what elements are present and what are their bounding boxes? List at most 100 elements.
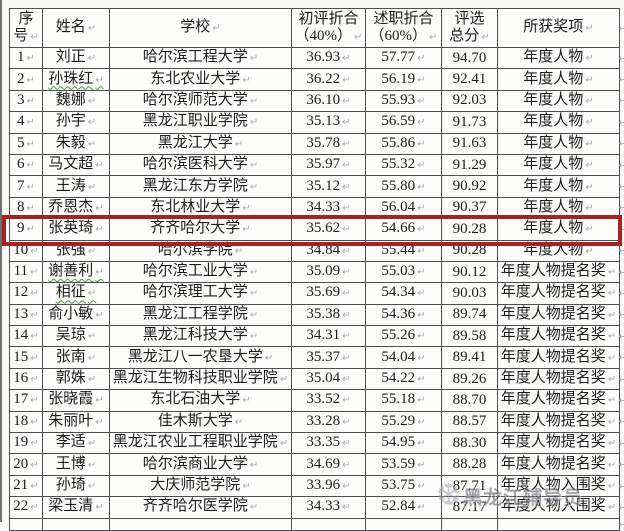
cell-index: 8	[9, 197, 43, 220]
cell-report-score: 56.59	[366, 112, 442, 134]
cell-school: 黑龙江科技大学	[110, 326, 292, 348]
cell-index: 11	[9, 261, 43, 284]
cell-school: 黑龙江农业工程职业学院	[110, 433, 292, 455]
cell-award: 年度人物提名奖	[498, 368, 620, 391]
cell-name: 俞小敏	[43, 304, 110, 327]
cell-school: 黑龙江大学	[110, 133, 292, 155]
cell-name: 相征	[43, 283, 110, 305]
header-cell-award: 所获奖项	[498, 9, 620, 48]
table-row: 12 相征 哈尔滨理工大学 35.69 54.34 90.03 年度人物提名奖	[9, 283, 620, 305]
cell-name: 孙琦	[43, 475, 110, 498]
cell-name: 孙珠红	[43, 69, 110, 91]
cell-school: 齐齐哈尔医学院	[110, 497, 292, 519]
cell-initial-score: 35.38	[292, 304, 366, 327]
cell-award: 年度人物提名奖	[498, 390, 620, 412]
cell-total-score: 87.71	[442, 475, 498, 498]
cell-total-score: 89.74	[442, 304, 498, 327]
cell-total-score: 89.26	[442, 368, 498, 391]
cell-name: 魏娜	[43, 90, 110, 113]
cell-award: 年度人物提名奖	[498, 261, 620, 284]
cell-award: 年度人物	[498, 112, 620, 134]
cell-initial-score: 35.69	[292, 283, 366, 305]
table-row: 13 俞小敏 黑龙江工程学院 35.38 54.36 89.74 年度人物提名奖	[9, 304, 620, 327]
cell-report-score: 56.19	[366, 69, 442, 91]
table-row: 16 郭姝 黑龙江生物科技职业学院 35.04 54.22 89.26 年度人物…	[9, 368, 620, 391]
cell-index: 21	[9, 475, 43, 498]
table-row: 4 孙宇 黑龙江职业学院 35.13 56.59 91.73 年度人物	[9, 112, 620, 134]
cell-index: 19	[9, 433, 43, 455]
cell-name: 谢善利	[43, 261, 110, 284]
cell-index: 2	[9, 69, 43, 91]
cell-total-score: 88.30	[442, 433, 498, 455]
table-row: 6 马文超 哈尔滨医科大学 35.97 55.32 91.29 年度人物	[9, 154, 620, 177]
table-row: 1 刘正 哈尔滨工程大学 36.93 57.77 94.70 年度人物	[9, 48, 620, 70]
cell-award: 年度人物	[498, 154, 620, 177]
cell-index: 7	[9, 176, 43, 198]
cell-initial-score: 33.52	[292, 390, 366, 412]
table-row: 11 谢善利 哈尔滨工业大学 35.09 55.03 90.12 年度人物提名奖	[9, 261, 620, 284]
cell-initial-score: 34.33	[292, 197, 366, 220]
table-row: 2 孙珠红 东北农业大学 36.22 56.19 92.41 年度人物	[9, 69, 620, 91]
cell-report-score: 54.22	[366, 368, 442, 391]
cell-total-score: 89.58	[442, 326, 498, 348]
cell-name: 乔恩杰	[43, 197, 110, 220]
cell-initial-score: 34.69	[292, 454, 366, 476]
cell-total-score: 90.03	[442, 283, 498, 305]
cell-award: 年度人物入围奖	[498, 475, 620, 498]
cell-initial-score: 36.22	[292, 69, 366, 91]
cell-school: 哈尔滨理工大学	[110, 283, 292, 305]
header-cell-report-score: 述职折合 （60%）	[366, 9, 442, 48]
cell-initial-score: 35.04	[292, 368, 366, 391]
table-row-partial	[9, 518, 620, 531]
cell-name: 郭姝	[43, 368, 110, 391]
cell-initial-score: 34.84	[292, 240, 366, 262]
cell-total-score: 88.28	[442, 454, 498, 476]
cell-total-score: 92.41	[442, 69, 498, 91]
cell-report-score: 55.29	[366, 411, 442, 434]
cell-award: 年度人物提名奖	[498, 411, 620, 434]
cell-name: 张英琦	[43, 219, 110, 241]
cell-total-score: 87.17	[442, 497, 498, 519]
cell-index: 5	[9, 133, 43, 155]
cell-school: 黑龙江八一农垦大学	[110, 347, 292, 369]
header-cell-total-score: 评选 总分	[442, 9, 498, 48]
cell-award: 年度人物提名奖	[498, 304, 620, 327]
cell-school: 哈尔滨医科大学	[110, 154, 292, 177]
cell-index: 15	[9, 347, 43, 369]
table-row: 21 孙琦 大庆师范学院 33.96 53.75 87.71 年度人物入围奖	[9, 475, 620, 498]
cell-name	[43, 518, 110, 531]
cell-award: 年度人物提名奖	[498, 326, 620, 348]
table-row: 17 张晓霞 东北石油大学 33.52 55.18 88.70 年度人物提名奖	[9, 390, 620, 412]
cell-initial-score: 33.96	[292, 475, 366, 498]
cell-school: 黑龙江职业学院	[110, 112, 292, 134]
cell-total-score: 90.92	[442, 176, 498, 198]
cell-index: 6	[9, 154, 43, 177]
header-cell-school: 学校	[110, 9, 292, 48]
cell-award: 年度人物	[498, 197, 620, 220]
table-row: 22 梁玉清 齐齐哈尔医学院 34.33 52.84 87.17 年度人物入围奖	[9, 497, 620, 519]
cell-index: 18	[9, 411, 43, 434]
cell-index: 17	[9, 390, 43, 412]
cell-total-score: 90.28	[442, 240, 498, 262]
cell-report-score: 55.18	[366, 390, 442, 412]
cell-award	[498, 518, 620, 531]
table-row: 19 李适 黑龙江农业工程职业学院 33.35 54.95 88.30 年度人物…	[9, 433, 620, 455]
cell-school: 哈尔滨学院	[110, 240, 292, 262]
cell-total-score: 91.29	[442, 154, 498, 177]
cell-report-score: 55.80	[366, 176, 442, 198]
table-row: 7 王涛 黑龙江东方学院 35.12 55.80 90.92 年度人物	[9, 176, 620, 198]
cell-award: 年度人物提名奖	[498, 454, 620, 476]
cell-index: 20	[9, 454, 43, 476]
cell-name: 张南	[43, 347, 110, 369]
cell-report-score	[366, 518, 442, 531]
left-crop-artifact	[0, 0, 2, 522]
cell-report-score: 55.93	[366, 90, 442, 113]
evaluation-table: 序 号 姓名 学校 初评折合 （40%） 述职折合 （60%） 评选 总分 所获…	[9, 8, 620, 531]
cell-report-score: 53.59	[366, 454, 442, 476]
table-row: 18 朱丽叶 佳木斯大学 33.28 55.29 88.57 年度人物提名奖	[9, 411, 620, 434]
cell-report-score: 54.04	[366, 347, 442, 369]
cell-report-score: 57.77	[366, 48, 442, 70]
cell-index: 3	[9, 90, 43, 113]
cell-award: 年度人物入围奖	[498, 497, 620, 519]
cell-index	[9, 518, 43, 531]
